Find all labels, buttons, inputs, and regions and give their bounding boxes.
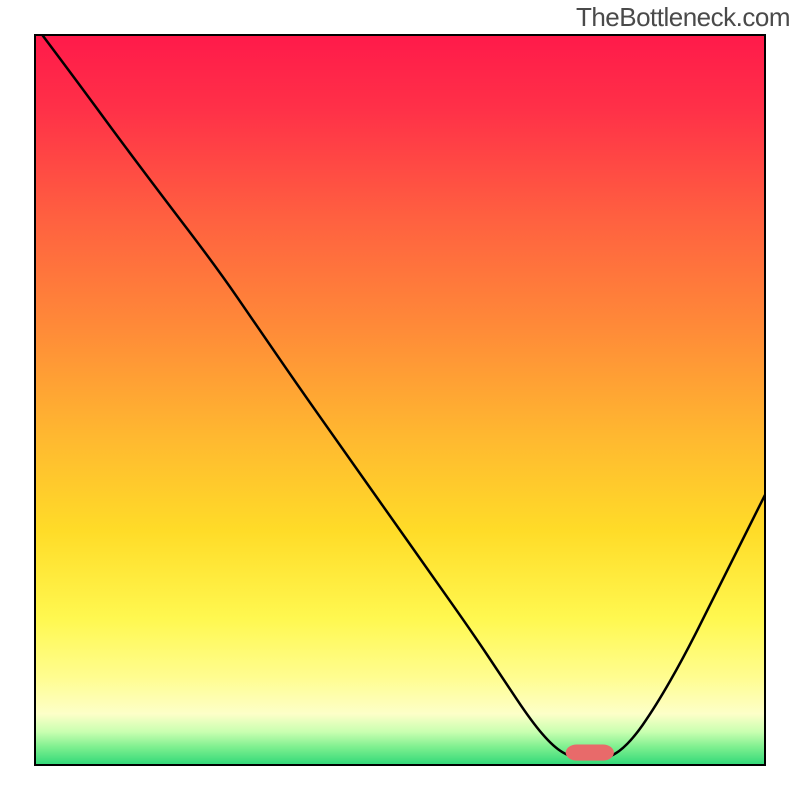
optimal-marker (566, 745, 614, 761)
watermark-text: TheBottleneck.com (576, 2, 790, 33)
plot-background (35, 35, 765, 765)
bottleneck-chart (0, 0, 800, 800)
